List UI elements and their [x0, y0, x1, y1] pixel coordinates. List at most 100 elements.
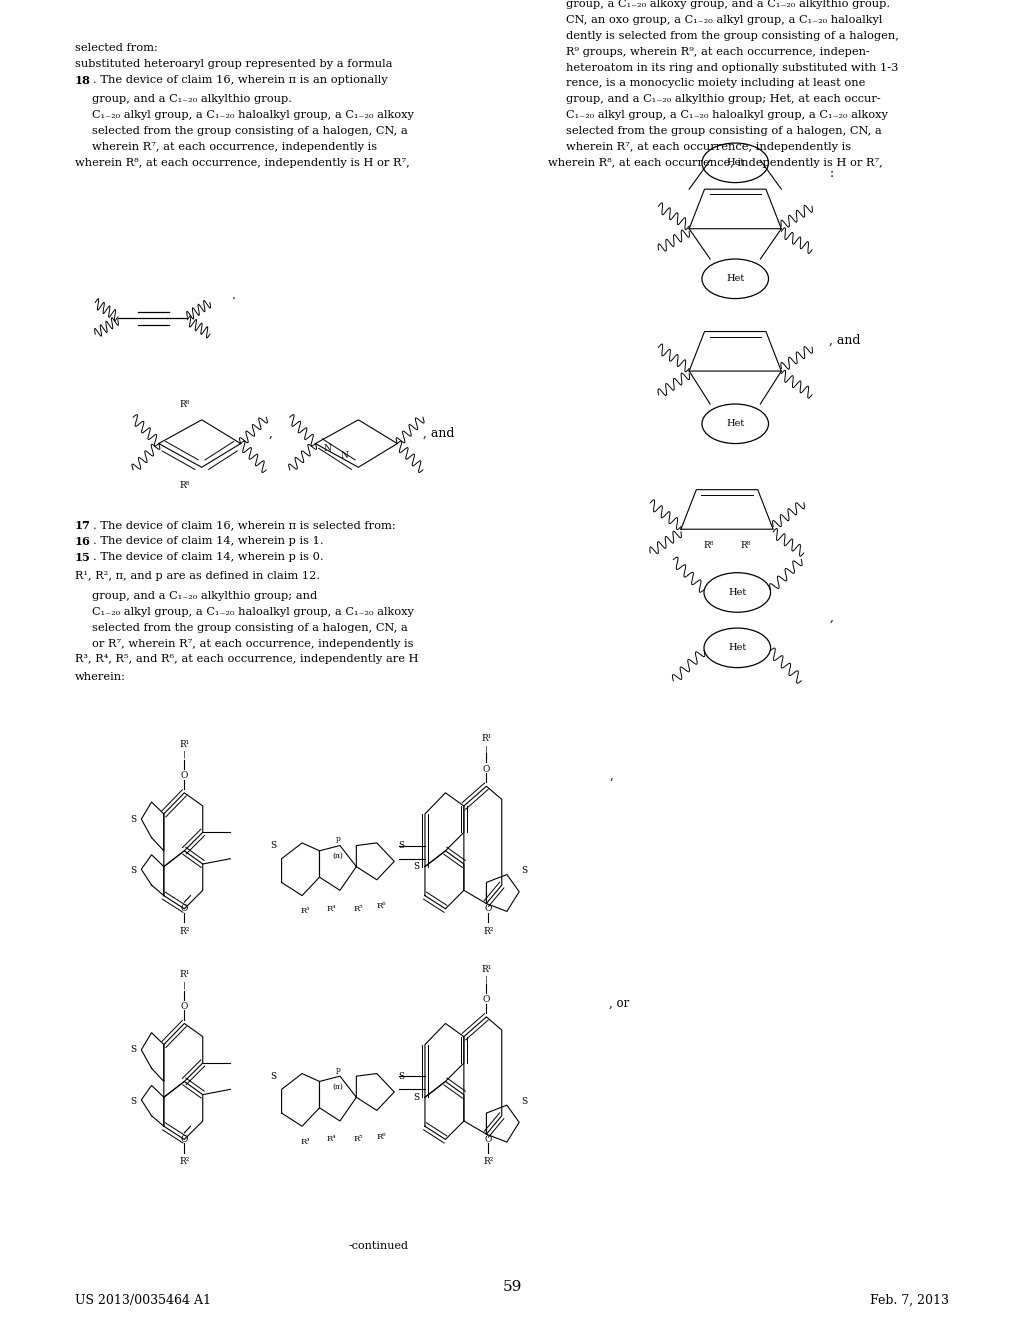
Text: S: S [130, 1097, 136, 1106]
Text: :: : [829, 166, 834, 180]
Text: R¹: R¹ [179, 970, 189, 979]
Text: R⁸: R⁸ [740, 540, 751, 549]
Text: |: | [183, 981, 185, 989]
Text: |: | [485, 975, 487, 983]
Text: Het: Het [726, 420, 744, 428]
Text: |: | [485, 746, 487, 754]
Text: wherein R⁷, at each occurrence, independently is: wherein R⁷, at each occurrence, independ… [92, 141, 377, 152]
Text: wherein R⁸, at each occurrence, independently is H or R⁷,: wherein R⁸, at each occurrence, independ… [75, 157, 410, 168]
Text: N: N [324, 445, 332, 453]
Text: R⁶: R⁶ [376, 1133, 386, 1140]
Text: R⁸: R⁸ [703, 540, 714, 549]
Text: group, and a C₁₋₂₀ alkylthio group.: group, and a C₁₋₂₀ alkylthio group. [92, 94, 292, 104]
Text: selected from the group consisting of a halogen, CN, a: selected from the group consisting of a … [566, 125, 882, 136]
Text: S: S [398, 841, 404, 850]
Text: R⁴: R⁴ [327, 904, 337, 913]
Text: C₁₋₂₀ alkyl group, a C₁₋₂₀ haloalkyl group, a C₁₋₂₀ alkoxy: C₁₋₂₀ alkyl group, a C₁₋₂₀ haloalkyl gro… [92, 110, 414, 120]
Text: R⁸: R⁸ [179, 482, 189, 490]
Text: C₁₋₂₀ alkyl group, a C₁₋₂₀ haloalkyl group, a C₁₋₂₀ alkoxy: C₁₋₂₀ alkyl group, a C₁₋₂₀ haloalkyl gro… [92, 607, 414, 616]
Text: Het: Het [726, 275, 744, 284]
Text: R³, R⁴, R⁵, and R⁶, at each occurrence, independently are H: R³, R⁴, R⁵, and R⁶, at each occurrence, … [75, 655, 418, 664]
Text: . The device of claim 14, wherein p is 1.: . The device of claim 14, wherein p is 1… [93, 536, 324, 545]
Text: R⁵: R⁵ [353, 904, 364, 913]
Text: S: S [130, 1045, 136, 1055]
Text: O: O [180, 1135, 188, 1144]
Text: O: O [484, 1135, 493, 1144]
Text: CN, an oxo group, a C₁₋₂₀ alkyl group, a C₁₋₂₀ haloalkyl: CN, an oxo group, a C₁₋₂₀ alkyl group, a… [566, 16, 883, 25]
Text: substituted heteroaryl group represented by a formula: substituted heteroaryl group represented… [75, 58, 392, 69]
Text: or R⁷, wherein R⁷, at each occurrence, independently is: or R⁷, wherein R⁷, at each occurrence, i… [92, 639, 414, 648]
Text: R³: R³ [300, 1138, 310, 1146]
Text: -continued: -continued [349, 1241, 409, 1251]
Text: S: S [521, 1097, 527, 1106]
Text: R⁴: R⁴ [327, 1135, 337, 1143]
Text: dently is selected from the group consisting of a halogen,: dently is selected from the group consis… [566, 32, 899, 41]
Text: heteroatom in its ring and optionally substituted with 1-3: heteroatom in its ring and optionally su… [566, 62, 899, 73]
Text: . The device of claim 16, wherein π is an optionally: . The device of claim 16, wherein π is a… [93, 74, 388, 84]
Text: ,: , [268, 426, 272, 440]
Text: R¹, R², π, and p are as defined in claim 12.: R¹, R², π, and p are as defined in claim… [75, 572, 319, 581]
Text: S: S [270, 1072, 276, 1081]
Text: , or: , or [609, 997, 630, 1010]
Text: selected from:: selected from: [75, 42, 158, 53]
Text: p: p [336, 1065, 340, 1073]
Text: group, and a C₁₋₂₀ alkylthio group; Het, at each occur-: group, and a C₁₋₂₀ alkylthio group; Het,… [566, 94, 881, 104]
Text: Het: Het [728, 587, 746, 597]
Text: 18: 18 [75, 74, 91, 86]
Text: R¹: R¹ [179, 739, 189, 748]
Text: O: O [482, 995, 490, 1005]
Text: R²: R² [179, 927, 189, 936]
Text: R⁵: R⁵ [353, 1135, 364, 1143]
Text: (π): (π) [333, 853, 343, 861]
Text: O: O [484, 904, 493, 913]
Text: O: O [180, 1002, 188, 1011]
Text: N: N [340, 451, 348, 459]
Text: wherein:: wherein: [75, 672, 126, 681]
Text: Feb. 7, 2013: Feb. 7, 2013 [870, 1294, 949, 1307]
Text: S: S [130, 814, 136, 824]
Text: selected from the group consisting of a halogen, CN, a: selected from the group consisting of a … [92, 623, 408, 632]
Text: S: S [130, 866, 136, 875]
Text: S: S [414, 862, 420, 871]
Text: Het: Het [726, 158, 744, 168]
Text: (π): (π) [333, 1082, 343, 1090]
Text: R⁸: R⁸ [179, 400, 189, 408]
Text: S: S [398, 1072, 404, 1081]
Text: S: S [270, 841, 276, 850]
Text: .: . [231, 289, 236, 302]
Text: 16: 16 [75, 536, 91, 546]
Text: p: p [336, 836, 340, 843]
Text: ,: , [829, 611, 834, 624]
Text: 59: 59 [503, 1280, 521, 1295]
Text: selected from the group consisting of a halogen, CN, a: selected from the group consisting of a … [92, 125, 408, 136]
Text: R⁹ groups, wherein R⁹, at each occurrence, indepen-: R⁹ groups, wherein R⁹, at each occurrenc… [566, 46, 870, 57]
Text: group, and a C₁₋₂₀ alkylthio group; and: group, and a C₁₋₂₀ alkylthio group; and [92, 591, 317, 601]
Text: R¹: R¹ [481, 965, 492, 974]
Text: , and: , and [829, 334, 861, 347]
Text: 17: 17 [75, 520, 91, 531]
Text: R³: R³ [300, 907, 310, 916]
Text: S: S [414, 1093, 420, 1102]
Text: O: O [482, 764, 490, 774]
Text: R²: R² [483, 927, 494, 936]
Text: O: O [180, 771, 188, 780]
Text: |: | [183, 751, 185, 759]
Text: group, a C₁₋₂₀ alkoxy group, and a C₁₋₂₀ alkylthio group.: group, a C₁₋₂₀ alkoxy group, and a C₁₋₂₀… [566, 0, 891, 9]
Text: Het: Het [728, 643, 746, 652]
Text: wherein R⁷, at each occurrence, independently is: wherein R⁷, at each occurrence, independ… [566, 141, 851, 152]
Text: US 2013/0035464 A1: US 2013/0035464 A1 [75, 1294, 211, 1307]
Text: R²: R² [483, 1158, 494, 1167]
Text: rence, is a monocyclic moiety including at least one: rence, is a monocyclic moiety including … [566, 78, 865, 88]
Text: R²: R² [179, 1158, 189, 1167]
Text: ,: , [609, 770, 613, 781]
Text: R¹: R¹ [481, 734, 492, 743]
Text: , and: , and [423, 426, 455, 440]
Text: . The device of claim 16, wherein π is selected from:: . The device of claim 16, wherein π is s… [93, 520, 396, 531]
Text: wherein R⁸, at each occurrence, independently is H or R⁷,: wherein R⁸, at each occurrence, independ… [548, 157, 883, 168]
Text: S: S [521, 866, 527, 875]
Text: . The device of claim 14, wherein p is 0.: . The device of claim 14, wherein p is 0… [93, 552, 324, 561]
Text: R⁶: R⁶ [376, 902, 386, 911]
Text: 15: 15 [75, 552, 90, 562]
Text: O: O [180, 904, 188, 913]
Text: C₁₋₂₀ alkyl group, a C₁₋₂₀ haloalkyl group, a C₁₋₂₀ alkoxy: C₁₋₂₀ alkyl group, a C₁₋₂₀ haloalkyl gro… [566, 110, 888, 120]
